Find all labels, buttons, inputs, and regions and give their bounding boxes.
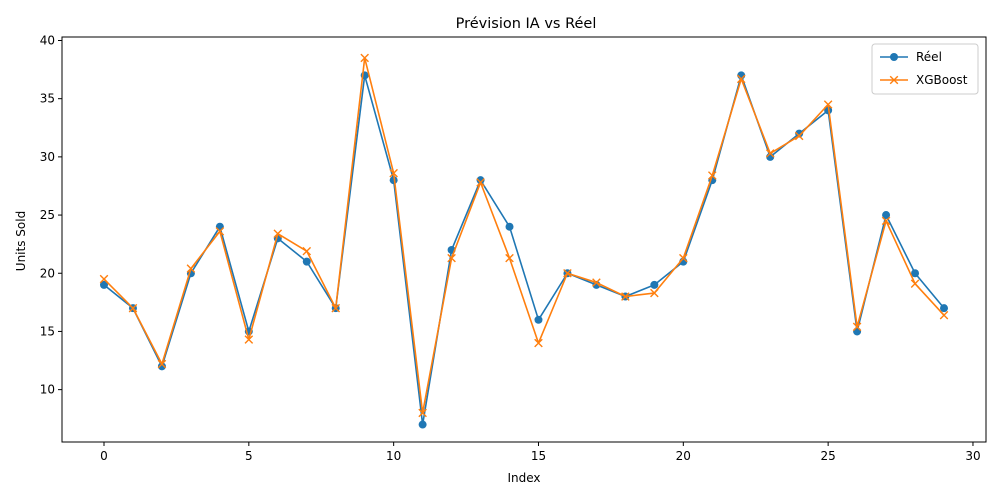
data-point: [592, 278, 601, 287]
data-point: [881, 216, 891, 226]
data-point: [910, 279, 920, 289]
data-point: [100, 280, 108, 289]
data-point: [505, 253, 514, 263]
data-point: [128, 303, 138, 313]
x-tick-label: 20: [676, 449, 691, 463]
data-point: [911, 269, 920, 278]
data-point: [476, 178, 485, 187]
x-tick-label: 30: [965, 449, 980, 463]
data-point: [534, 338, 543, 348]
x-tick-label: 25: [820, 449, 835, 463]
x-tick-label: 15: [531, 449, 546, 463]
legend-label: Réel: [916, 50, 942, 64]
data-point: [418, 408, 427, 418]
series-line: [103, 57, 945, 414]
data-point: [447, 253, 456, 263]
data-point: [852, 322, 862, 332]
x-tick-label: 0: [100, 449, 108, 463]
y-tick-label: 10: [40, 383, 55, 397]
data-point: [157, 362, 166, 371]
series-xgboost: [99, 53, 949, 418]
data-point: [273, 229, 283, 238]
data-point: [650, 288, 659, 298]
data-point: [476, 176, 485, 185]
data-point: [765, 149, 775, 158]
data-point: [795, 129, 804, 138]
data-point: [882, 211, 891, 220]
data-point: [940, 304, 948, 313]
plot-frame: [61, 36, 987, 443]
series-layer: [99, 53, 949, 429]
data-point: [99, 274, 109, 284]
series-line: [103, 74, 945, 426]
data-point: [650, 280, 659, 289]
data-point: [679, 253, 688, 263]
x-axis-label: Index: [507, 471, 540, 485]
plot-area: [61, 36, 987, 443]
legend-marker: [889, 75, 899, 85]
data-point: [534, 315, 543, 324]
data-point: [360, 53, 369, 63]
x-axis-ticks: 0 5 10 15 20 25 30: [100, 442, 981, 463]
data-point: [939, 310, 949, 320]
x-tick-label: 10: [386, 449, 401, 463]
data-point: [794, 131, 804, 141]
data-point: [823, 100, 833, 109]
y-tick-label: 20: [40, 266, 55, 280]
y-tick-label: 15: [40, 324, 55, 338]
x-tick-label: 5: [245, 449, 253, 463]
data-point: [707, 171, 717, 180]
y-tick-label: 40: [40, 33, 55, 47]
data-point: [389, 176, 398, 185]
data-point: [621, 292, 630, 301]
data-point: [331, 303, 341, 313]
y-axis-ticks: 10 15 20 25 30 35 40: [40, 33, 62, 397]
data-point: [157, 359, 167, 369]
legend-label: XGBoost: [916, 73, 968, 87]
y-axis-label: Units Sold: [14, 211, 28, 271]
data-point: [302, 246, 312, 256]
data-point: [215, 227, 225, 236]
series-reel: [100, 71, 948, 429]
y-tick-label: 30: [40, 150, 55, 164]
chart-title: Prévision IA vs Réel: [456, 16, 597, 32]
legend-marker: [890, 53, 898, 61]
data-point: [736, 74, 746, 84]
y-tick-label: 25: [40, 208, 55, 222]
legend: Réel XGBoost: [871, 43, 979, 95]
y-tick-label: 35: [40, 92, 55, 106]
data-point: [563, 268, 572, 278]
data-point: [244, 335, 254, 344]
data-point: [505, 222, 514, 231]
data-point: [186, 264, 196, 273]
data-point: [302, 257, 311, 266]
data-point: [389, 168, 398, 178]
data-point: [418, 420, 427, 429]
